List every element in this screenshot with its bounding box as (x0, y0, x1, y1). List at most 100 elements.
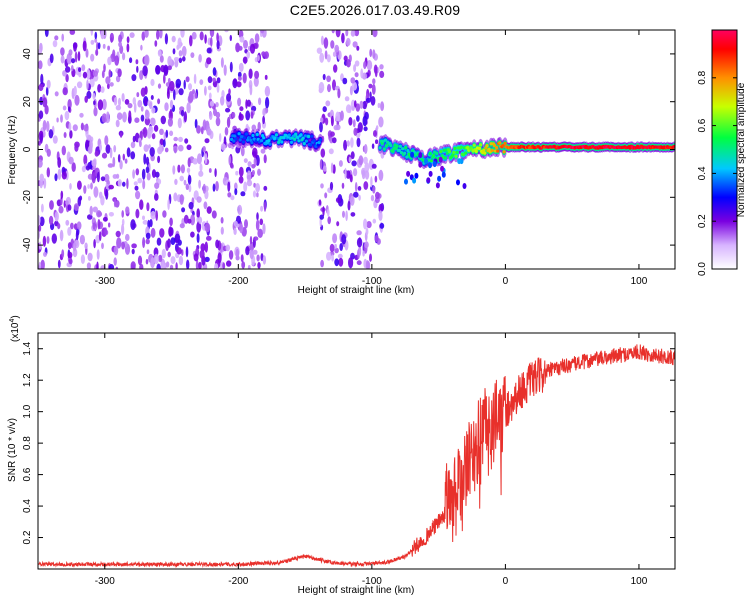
spectrogram-ridge-core (234, 137, 238, 141)
spectrogram-noise-cell (183, 79, 186, 90)
spectrogram-noise-cell (103, 63, 106, 73)
spectrogram-noise-cell (151, 169, 157, 178)
spectrogram-noise-cell (334, 44, 340, 53)
spectrogram-noise-cell (145, 166, 150, 174)
spectrogram-noise-cell (62, 105, 67, 111)
spectrogram-noise-cell (54, 211, 59, 222)
spectrogram-noise-cell (237, 45, 243, 51)
spectrogram-noise-cell (216, 32, 219, 42)
spectrogram-noise-cell (167, 251, 171, 258)
spectrogram-noise-cell (251, 164, 256, 169)
spectrogram-noise-cell (363, 181, 369, 190)
spectrogram-noise-cell (39, 216, 45, 227)
spectrogram-noise-cell (350, 77, 356, 84)
spectrogram-noise-cell (198, 170, 204, 177)
spectrogram-noise-cell (212, 183, 216, 192)
spectrogram-noise-cell (164, 102, 169, 112)
spectrogram-noise-cell (89, 139, 93, 151)
spectrogram-noise-cell (204, 153, 208, 164)
spectrogram-noise-cell (199, 249, 205, 259)
spectrogram-noise-cell (122, 111, 127, 123)
spectrogram-noise-cell (342, 210, 345, 218)
spectrogram-noise-cell (38, 110, 44, 119)
spectrogram-noise-cell (253, 182, 256, 188)
spectrogram-noise-cell (133, 181, 138, 186)
spectrogram-noise-cell (177, 117, 182, 129)
spectrogram-noise-cell (330, 162, 334, 174)
spectrogram-noise-cell (113, 257, 117, 266)
spectrogram-noise-cell (362, 250, 365, 257)
snr-multiplier-exp: 4 (9, 319, 16, 323)
spectrogram-noise-cell (330, 115, 334, 127)
spectrogram-noise-cell (136, 65, 139, 73)
spectrogram-noise-cell (363, 126, 368, 132)
spectrogram-noise-cell (350, 137, 354, 148)
spectrogram-noise-cell (356, 230, 362, 236)
spectrogram-noise-cell (61, 145, 66, 156)
spectrogram-noise-cell (62, 70, 67, 77)
spectrogram-noise-cell (150, 210, 156, 220)
spectrogram-noise-cell (167, 55, 172, 67)
spectrogram-noise-cell (208, 111, 213, 120)
spectrogram-noise-cell (59, 229, 64, 242)
spectrogram-ridge-core (397, 148, 401, 152)
spectrogram-ridge-core (492, 143, 496, 148)
snr-x-ticks: -300 -200 -100 0 100 (95, 333, 648, 587)
spectrogram-noise-cell (90, 53, 95, 62)
spectrogram-noise-cell (179, 175, 184, 182)
spectrogram-noise-cell (352, 41, 358, 48)
spectrogram-noise-cell (200, 126, 204, 135)
spectrogram-noise-cell (170, 256, 176, 265)
spectrogram-noise-cell (260, 205, 264, 212)
spectrogram-noise-cell (323, 165, 327, 172)
spectrogram-ridge-core (498, 141, 502, 145)
spectrogram-noise-cell (94, 38, 98, 43)
spectrogram-noise-cell (70, 222, 74, 230)
spectrogram-noise-cell (160, 115, 166, 125)
spectrogram-noise-cell (38, 60, 43, 70)
spectrogram-noise-cell (67, 106, 71, 112)
spectrogram-noise-cell (204, 241, 208, 253)
spectrogram-noise-cell (215, 117, 221, 127)
spectrogram-noise-cell (150, 227, 156, 238)
spectrogram-noise-cell (76, 221, 82, 230)
spectrogram-noise-cell (146, 249, 150, 255)
spectrogram-noise-cell (125, 233, 130, 242)
spectrogram-noise-cell (186, 167, 191, 173)
spectrogram-noise-cell (335, 124, 341, 131)
spectrogram-ridge-core (487, 147, 491, 151)
spectrogram-noise-cell (68, 49, 73, 56)
spectrogram-noise-cell (67, 204, 72, 211)
spectrogram-noise-cell (108, 212, 114, 217)
spectrogram-noise-cell (265, 97, 270, 109)
spectrogram-ridge-core (317, 140, 321, 145)
spectrogram-noise-cell (60, 114, 63, 123)
spectrogram-noise-cell (86, 262, 91, 269)
spectrogram-noise-cell (372, 78, 376, 85)
spectrogram-noise-cell (141, 168, 146, 180)
spectrogram-ridge-core (307, 134, 311, 139)
spectrogram-noise-cell (155, 210, 158, 221)
spectrogram-noise-cell (243, 181, 248, 193)
spectrogram-noise-cell (54, 173, 58, 182)
snr-ytick-label: 0.4 (22, 499, 33, 513)
spectrogram-noise-cell (48, 129, 54, 139)
spectrogram-noise-cell (185, 246, 189, 258)
spectrogram-noise-cell (126, 36, 130, 44)
spectrogram-noise-cell (259, 218, 264, 226)
spectrogram-noise-cell (204, 222, 211, 233)
spectrogram-noise-cell (107, 56, 112, 66)
spectrogram-noise-cell (40, 73, 44, 85)
spectrogram-noise-cell (79, 234, 85, 245)
spectrogram-noise-cell (379, 64, 384, 70)
spectrogram-noise-cell (156, 237, 162, 246)
spectrogram-noise-cell (181, 207, 186, 213)
spectrogram-ridge-core (483, 151, 487, 155)
spectrogram-noise-cell (375, 139, 379, 144)
spectrogram-noise-cell (43, 251, 47, 257)
spectrogram-noise-cell (141, 31, 146, 41)
spectrogram-noise-cell (118, 41, 122, 48)
spectrogram-ridge-core (287, 133, 291, 137)
spectrogram-ridge-core (443, 156, 447, 160)
spectrogram-noise-cell (171, 35, 176, 43)
